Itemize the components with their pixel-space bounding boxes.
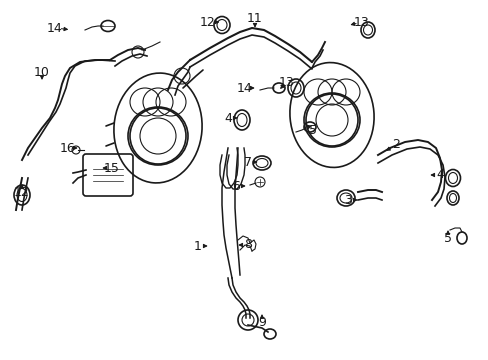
Text: 2: 2 xyxy=(391,139,399,152)
Text: 1: 1 xyxy=(194,239,202,252)
Text: 4: 4 xyxy=(224,112,231,125)
Text: 15: 15 xyxy=(104,162,120,175)
Text: 11: 11 xyxy=(246,12,263,24)
Text: 5: 5 xyxy=(308,123,316,136)
Text: 4: 4 xyxy=(435,168,443,181)
Text: 8: 8 xyxy=(244,238,251,252)
Text: 16: 16 xyxy=(60,141,76,154)
Text: 6: 6 xyxy=(232,180,240,193)
Text: 7: 7 xyxy=(244,156,251,168)
Text: 12: 12 xyxy=(200,15,215,28)
Text: 13: 13 xyxy=(353,15,369,28)
Text: 9: 9 xyxy=(258,315,265,328)
Text: 10: 10 xyxy=(34,66,50,78)
Text: 13: 13 xyxy=(279,76,294,89)
Text: 12: 12 xyxy=(14,185,30,198)
Text: 14: 14 xyxy=(237,81,252,94)
Text: 14: 14 xyxy=(47,22,63,35)
Text: 5: 5 xyxy=(443,231,451,244)
Text: 3: 3 xyxy=(344,194,351,207)
